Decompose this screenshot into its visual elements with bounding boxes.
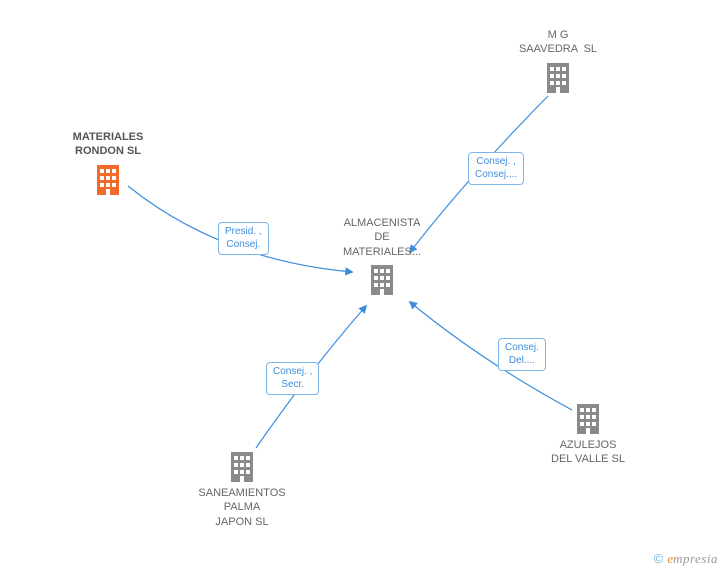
- edge-label: Presid. , Consej.: [218, 222, 269, 255]
- edge-label: Consej. Del....: [498, 338, 546, 371]
- node-label: M G SAAVEDRA SL: [498, 28, 618, 57]
- edge-label: Consej. , Consej....: [468, 152, 524, 185]
- node-label: SANEAMIENTOS PALMA JAPON SL: [182, 486, 302, 529]
- node-label: ALMACENISTA DE MATERIALES...: [322, 216, 442, 259]
- node-mg[interactable]: M G SAAVEDRA SL: [498, 28, 618, 93]
- node-materiales[interactable]: MATERIALES RONDON SL: [48, 130, 168, 195]
- building-icon: [544, 61, 572, 93]
- brand-rest: mpresia: [673, 551, 718, 566]
- watermark: ©empresia: [654, 551, 718, 567]
- building-icon: [368, 263, 396, 295]
- node-center[interactable]: ALMACENISTA DE MATERIALES...: [322, 216, 442, 295]
- edge-label: Consej. , Secr.: [266, 362, 319, 395]
- node-saneamientos[interactable]: SANEAMIENTOS PALMA JAPON SL: [182, 450, 302, 529]
- node-label: MATERIALES RONDON SL: [48, 130, 168, 159]
- node-azulejos[interactable]: AZULEJOS DEL VALLE SL: [528, 402, 648, 467]
- building-icon: [94, 163, 122, 195]
- node-label: AZULEJOS DEL VALLE SL: [528, 438, 648, 467]
- building-icon: [574, 402, 602, 434]
- building-icon: [228, 450, 256, 482]
- edge-azulejos-to-center: [410, 302, 572, 410]
- copyright-symbol: ©: [654, 551, 664, 566]
